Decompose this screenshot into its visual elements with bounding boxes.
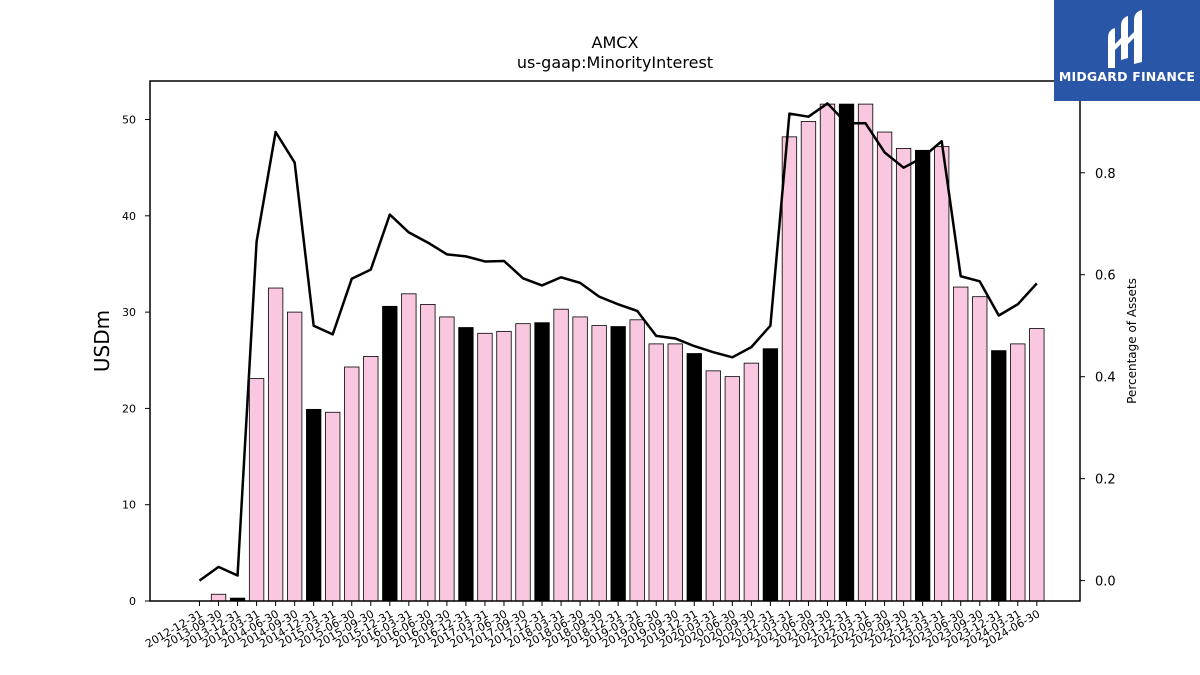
bar-2018-12-31: [610, 326, 626, 602]
bar-2018-03-31: [553, 308, 569, 602]
line-series: [198, 102, 1038, 582]
y-tick-label: 30: [122, 306, 136, 319]
bar-2015-06-30: [344, 366, 360, 602]
bar-2015-09-30: [363, 356, 379, 602]
y-tick-label: 0: [129, 595, 136, 608]
bar-2014-12-31: [306, 408, 322, 602]
bar-2022-09-30: [895, 148, 912, 602]
bar-2015-03-31: [325, 411, 341, 602]
y-axis-left: 0 10 20 30 40 50: [122, 114, 150, 608]
percentage-of-assets-line: [198, 102, 1038, 582]
bar-2013-09-30: [210, 593, 227, 602]
bar-2021-06-30: [800, 121, 817, 602]
y-axis-label-left: USDm: [90, 310, 114, 372]
bar-2024-03-31: [1010, 343, 1026, 602]
bar-2021-09-30: [819, 103, 836, 602]
y-tick-label: 40: [122, 210, 136, 223]
y2-tick-label: 0.8: [1095, 167, 1116, 182]
y2-tick-label: 0.2: [1095, 473, 1116, 488]
bar-2023-06-30: [953, 286, 969, 602]
y-tick-label: 10: [122, 499, 136, 512]
bar-2018-09-30: [591, 325, 607, 602]
y-tick-label: 50: [122, 114, 136, 127]
bar-2016-06-30: [420, 304, 436, 602]
y2-tick-label: 0.0: [1095, 575, 1116, 590]
bar-2016-12-31: [458, 327, 474, 602]
bar-2017-12-31: [534, 322, 550, 602]
bar-2015-12-31: [382, 305, 398, 602]
bar-series: [210, 103, 1045, 602]
bar-2020-09-30: [743, 362, 760, 602]
bar-2019-03-31: [629, 319, 645, 602]
y-axis-label-right: Percentage of Assets: [1125, 278, 1139, 404]
bar-2017-09-30: [515, 323, 531, 602]
plot-frame: [149, 80, 1081, 602]
logo-text: MIDGARD FINANCE: [1058, 69, 1196, 84]
bar-2020-03-31: [705, 370, 721, 602]
bar-2023-03-31: [934, 146, 950, 602]
bar-2020-12-31: [762, 348, 779, 602]
bar-2017-06-30: [496, 330, 512, 602]
bar-2018-06-30: [572, 316, 588, 602]
x-axis: 2012-12-312013-09-302013-12-312014-03-31…: [143, 601, 1042, 651]
bar-2021-12-31: [838, 103, 855, 602]
y-axis-right: 0.0 0.2 0.4 0.6 0.8: [1080, 167, 1116, 590]
y2-tick-label: 0.4: [1095, 371, 1116, 386]
bar-2019-09-30: [667, 343, 683, 602]
bar-2017-03-31: [477, 332, 493, 602]
midgard-finance-logo: MIDGARD FINANCE: [1054, 0, 1200, 101]
bar-2023-09-30: [972, 296, 988, 602]
y2-tick-label: 0.6: [1095, 269, 1116, 284]
y-tick-label: 20: [122, 402, 136, 415]
chart-title: AMCX: [592, 33, 639, 52]
bar-2022-03-31: [857, 103, 874, 602]
chart-subtitle: us-gaap:MinorityInterest: [517, 53, 713, 72]
bar-2023-12-31: [991, 350, 1007, 602]
midgard-logo-icon: [1108, 10, 1142, 68]
bar-2022-06-30: [876, 131, 893, 602]
bar-2014-03-31: [248, 378, 265, 602]
bar-2019-06-30: [648, 343, 664, 602]
bar-2016-09-30: [439, 316, 455, 602]
bar-2019-12-31: [686, 353, 702, 602]
bar-2021-03-31: [781, 136, 798, 602]
bar-2016-03-31: [401, 293, 417, 602]
bar-2022-12-31: [914, 149, 931, 602]
bar-2014-09-30: [286, 311, 303, 602]
bar-2014-06-30: [267, 287, 284, 602]
bar-2024-06-30: [1029, 328, 1045, 602]
bar-2020-06-30: [724, 376, 740, 602]
